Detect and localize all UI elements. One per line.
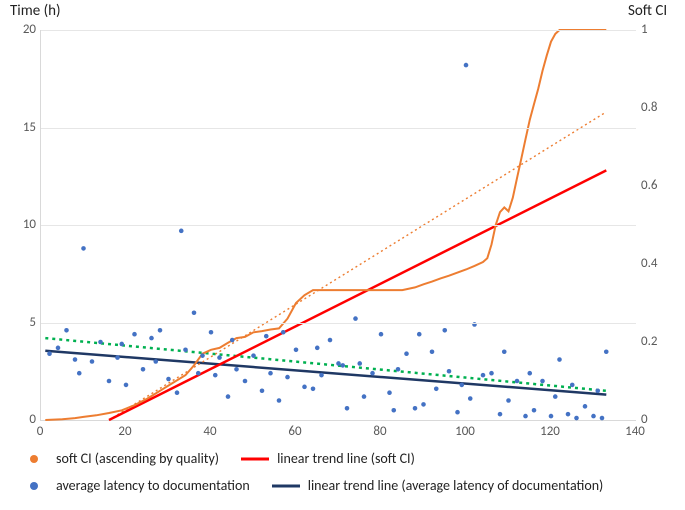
y2-tick: 0.8 [641, 100, 673, 115]
x-tick: 80 [365, 424, 395, 439]
legend-item: linear trend line (soft CI) [241, 450, 415, 467]
y1-tick: 20 [4, 22, 36, 37]
y1-tick: 10 [4, 217, 36, 232]
trend-latency-dotted [45, 338, 606, 391]
trend-latency-line [45, 351, 606, 395]
legend-label: linear trend line (average latency of do… [308, 477, 604, 494]
legend-item: average latency to documentation [20, 477, 250, 494]
x-tick: 140 [620, 424, 650, 439]
y1-tick: 5 [4, 315, 36, 330]
y2-tick: 1 [641, 22, 673, 37]
legend-label: linear trend line (soft CI) [277, 450, 415, 467]
legend-label: soft CI (ascending by quality) [56, 450, 219, 467]
legend-swatch [20, 452, 48, 466]
y2-tick: 0.6 [641, 178, 673, 193]
x-tick: 20 [110, 424, 140, 439]
y2-tick: 0.2 [641, 334, 673, 349]
latency-scatter [47, 63, 608, 421]
legend: soft CI (ascending by quality) linear tre… [20, 450, 660, 494]
legend-item: soft CI (ascending by quality) [20, 450, 219, 467]
chart-container: Time (h) Soft CI 05101520 00.20.40.60.81… [0, 0, 685, 510]
x-tick: 100 [450, 424, 480, 439]
x-tick: 60 [280, 424, 310, 439]
x-tick: 120 [535, 424, 565, 439]
y2-tick: 0.4 [641, 256, 673, 271]
x-tick: 0 [25, 424, 55, 439]
legend-swatch [20, 479, 48, 493]
legend-swatch [272, 479, 300, 493]
y1-axis-title: Time (h) [10, 2, 61, 20]
y2-axis-title: Soft CI [628, 2, 667, 20]
legend-swatch [241, 452, 269, 466]
legend-item: linear trend line (average latency of do… [272, 477, 604, 494]
y1-tick: 15 [4, 120, 36, 135]
legend-label: average latency to documentation [56, 477, 250, 494]
x-tick: 40 [195, 424, 225, 439]
plot-area [40, 30, 636, 421]
trend-softci-line [109, 170, 606, 420]
